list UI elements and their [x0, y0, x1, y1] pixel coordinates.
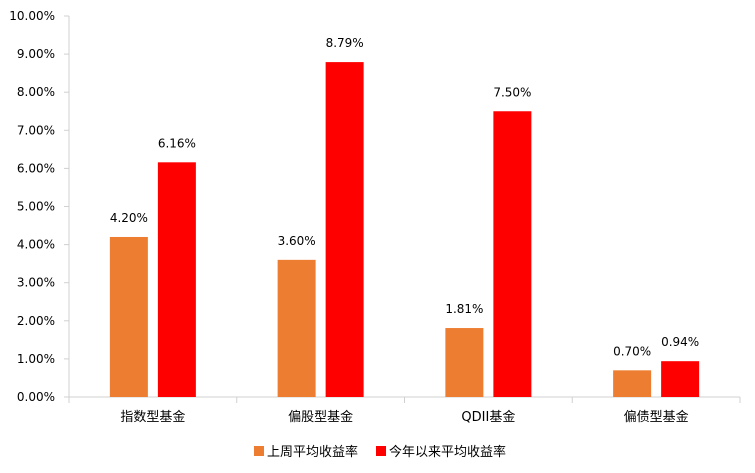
bar-ytd [661, 361, 700, 397]
bar-last-week [277, 259, 316, 397]
bars [109, 62, 700, 397]
bar-last-week [613, 370, 652, 397]
y-tick-label: 0.00% [17, 390, 55, 404]
data-label: 8.79% [326, 36, 364, 50]
y-tick-label: 7.00% [17, 123, 55, 137]
y-tick-label: 9.00% [17, 47, 55, 61]
data-labels: 4.20% 6.16% 3.60% 8.79% 1.81% 7.50% 0.70% 0.94% [110, 36, 699, 358]
y-tick-label: 5.00% [17, 200, 55, 214]
x-category-label: 偏股型基金 [288, 409, 353, 425]
data-label: 0.94% [661, 335, 699, 349]
bar-ytd [325, 62, 364, 397]
y-tick-label: 10.00% [9, 9, 55, 23]
bar-ytd [493, 111, 532, 397]
data-label: 7.50% [493, 85, 531, 99]
data-label: 4.20% [110, 211, 148, 225]
legend-swatch [376, 446, 386, 456]
x-axis: 指数型基金 偏股型基金 QDII基金 偏债型基金 [68, 396, 741, 425]
x-category-label: QDII基金 [461, 409, 515, 425]
y-axis: 0.00% 1.00% 2.00% 3.00% 4.00% 5.00% 6.00% 7.00%… [9, 9, 70, 404]
data-label: 0.70% [613, 344, 651, 358]
legend-label: 今年以来平均收益率 [389, 444, 506, 460]
bar-last-week [109, 236, 148, 397]
y-tick-label: 3.00% [17, 276, 55, 290]
data-label: 1.81% [445, 302, 483, 316]
y-tick-label: 4.00% [17, 238, 55, 252]
data-label: 6.16% [158, 136, 196, 150]
y-tick-label: 6.00% [17, 161, 55, 175]
bar-last-week [445, 328, 484, 397]
y-tick-label: 2.00% [17, 314, 55, 328]
legend-label: 上周平均收益率 [267, 444, 358, 460]
y-tick-label: 8.00% [17, 85, 55, 99]
x-category-label: 偏债型基金 [624, 409, 689, 425]
y-tick-label: 1.00% [17, 352, 55, 366]
bar-ytd [157, 162, 196, 397]
legend: 上周平均收益率 今年以来平均收益率 [254, 444, 506, 460]
legend-swatch [254, 446, 264, 456]
data-label: 3.60% [278, 234, 316, 248]
x-category-label: 指数型基金 [120, 409, 185, 425]
